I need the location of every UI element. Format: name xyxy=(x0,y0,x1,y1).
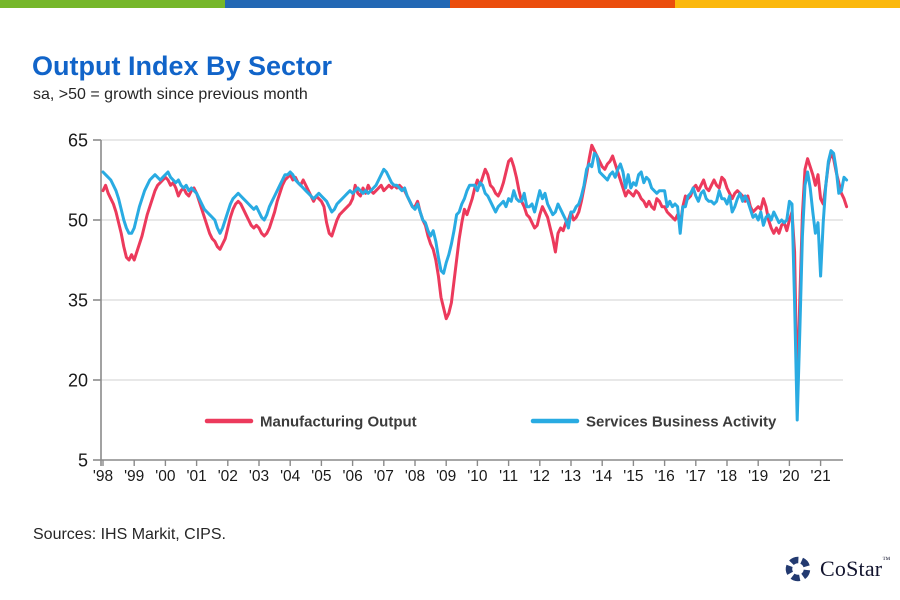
x-tick-label-0: '98 xyxy=(93,468,113,485)
brand-bar-segment-0 xyxy=(0,0,225,8)
sources-text: Sources: IHS Markit, CIPS. xyxy=(33,526,226,543)
page-title: Output Index By Sector xyxy=(32,51,333,82)
x-tick-label-9: '07 xyxy=(374,468,394,485)
y-tick-label-20: 20 xyxy=(68,371,88,391)
costar-pinwheel-icon xyxy=(785,556,811,582)
y-tick-label-50: 50 xyxy=(68,211,88,231)
x-tick-label-18: '16 xyxy=(654,468,674,485)
brand-color-bar xyxy=(0,0,900,8)
y-tick-label-65: 65 xyxy=(68,131,88,151)
brand-bar-segment-3 xyxy=(675,0,900,8)
costar-logo: CoStar™ xyxy=(782,553,890,585)
trademark-symbol: ™ xyxy=(882,555,891,564)
x-tick-label-1: '99 xyxy=(124,468,144,485)
x-tick-label-19: '17 xyxy=(686,468,706,485)
legend-label-0: Manufacturing Output xyxy=(260,414,417,431)
brand-bar-segment-1 xyxy=(225,0,450,8)
x-tick-label-5: '03 xyxy=(249,468,269,485)
manufacturing-output-line xyxy=(101,143,849,401)
x-tick-label-15: '13 xyxy=(561,468,581,485)
x-tick-label-10: '08 xyxy=(405,468,425,485)
y-tick-label-35: 35 xyxy=(68,291,88,311)
x-tick-label-8: '06 xyxy=(342,468,362,485)
x-tick-label-23: '21 xyxy=(810,468,830,485)
costar-logo-text: CoStar™ xyxy=(820,555,891,582)
x-tick-label-16: '14 xyxy=(592,468,613,485)
x-tick-label-6: '04 xyxy=(280,468,301,485)
x-tick-label-14: '12 xyxy=(530,468,550,485)
x-tick-label-7: '05 xyxy=(311,468,331,485)
x-tick-label-21: '19 xyxy=(748,468,768,485)
x-tick-label-11: '09 xyxy=(436,468,456,485)
x-tick-label-12: '10 xyxy=(467,468,488,485)
x-tick-label-13: '11 xyxy=(499,468,518,485)
services-business-activity-line xyxy=(101,149,849,422)
chart-subtitle: sa, >50 = growth since previous month xyxy=(33,86,308,103)
x-tick-label-2: '00 xyxy=(155,468,176,485)
y-tick-label-5: 5 xyxy=(78,451,88,471)
x-tick-label-3: '01 xyxy=(186,468,206,485)
brand-bar-segment-2 xyxy=(450,0,675,8)
x-tick-label-4: '02 xyxy=(218,468,238,485)
x-tick-label-22: '20 xyxy=(779,468,800,485)
x-tick-label-17: '15 xyxy=(623,468,643,485)
legend-label-1: Services Business Activity xyxy=(586,414,777,431)
x-tick-label-20: '18 xyxy=(717,468,737,485)
